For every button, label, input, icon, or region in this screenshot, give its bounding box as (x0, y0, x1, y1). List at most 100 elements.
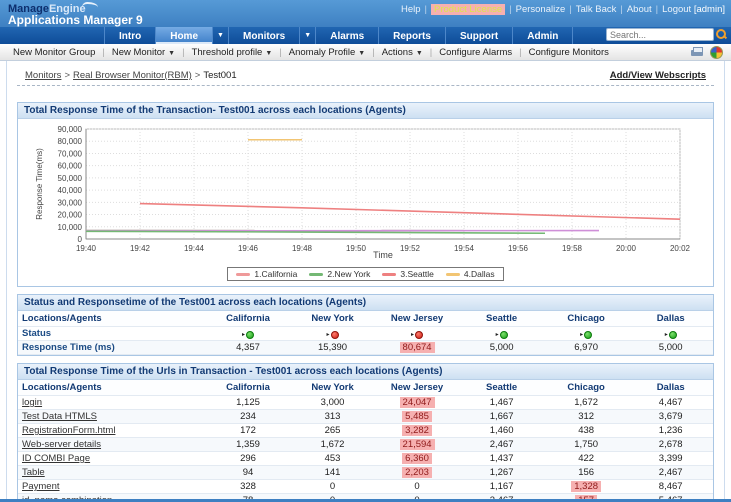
status-up-icon (668, 330, 677, 339)
value-cell: 3,399 (628, 451, 713, 466)
url-link-7[interactable]: Payment (22, 481, 60, 492)
urls-table-title: Total Response Time of the Urls in Trans… (18, 364, 713, 380)
tab-support[interactable]: Support (446, 27, 514, 44)
report-palette-icon[interactable] (710, 46, 723, 59)
status-down-icon (330, 330, 339, 339)
response-cell: 80,674 (374, 340, 460, 355)
value-cell: 313 (290, 409, 375, 424)
url-link-2[interactable]: Test Data HTMLS (22, 411, 97, 422)
status-table-title: Status and Responsetime of the Test001 a… (18, 295, 713, 311)
value-cell: 1,460 (459, 423, 544, 438)
response-cell: 5,000 (628, 340, 713, 355)
breadcrumb-link-1[interactable]: Monitors (25, 70, 62, 81)
status-up-icon (246, 330, 254, 339)
tab-home[interactable]: Home (156, 27, 214, 44)
link-separator: | (569, 4, 572, 15)
table-row: login 1,125 3,000 24,047 1,467 1,672 4,467 (18, 395, 713, 410)
toolbar-new-monitor[interactable]: New Monitor ▼ (111, 46, 176, 58)
svg-text:50,000: 50,000 (57, 174, 82, 183)
tab-reports[interactable]: Reports (379, 27, 446, 44)
svg-text:19:40: 19:40 (75, 244, 96, 253)
table-row: Test Data HTMLS 234 313 5,485 1,667 312 3,679 (18, 409, 713, 424)
header-link-about[interactable]: About (626, 4, 652, 15)
url-cell: id_name combination (18, 493, 206, 502)
tab-monitors[interactable]: Monitors (229, 27, 301, 44)
value-cell: 5,467 (628, 493, 713, 502)
tab-home-dropdown-icon[interactable]: ▼ (213, 27, 230, 44)
value-cell: 0 (374, 493, 460, 502)
legend-swatch (309, 272, 324, 276)
highlighted-value: 3,282 (402, 425, 432, 436)
table-row: Table 94 141 2,203 1,267 156 2,467 (18, 465, 713, 480)
page-content: Monitors > Real Browser Monitor(RBM) > Test0… (6, 61, 725, 502)
breadcrumb-separator: > (194, 70, 201, 81)
url-link-5[interactable]: ID COMBI Page (22, 453, 91, 464)
header-link-talk-back[interactable]: Talk Back (575, 4, 617, 15)
url-link-1[interactable]: login (22, 397, 43, 408)
tab-monitors-dropdown-icon[interactable]: ▼ (300, 27, 317, 44)
url-link-6[interactable]: Table (22, 467, 45, 478)
value-cell: 2,203 (374, 465, 460, 480)
status-cell-dallas: ▸ (628, 326, 713, 341)
header-link-product-license[interactable]: Product License (431, 4, 506, 15)
search-icon[interactable] (716, 29, 727, 40)
svg-text:60,000: 60,000 (57, 162, 82, 171)
value-cell: 234 (205, 409, 291, 424)
column-header: Dallas (628, 311, 713, 327)
status-arrow-icon: ▸ (495, 332, 499, 338)
value-cell: 157 (543, 493, 629, 502)
url-link-3[interactable]: RegistrationForm.html (22, 425, 116, 436)
url-cell: Payment (18, 479, 206, 494)
toolbar-configure-monitors[interactable]: Configure Monitors (528, 46, 609, 58)
legend-item-seattle: 3.Seattle (382, 269, 434, 279)
toolbar-actions[interactable]: Actions ▼ (381, 46, 423, 58)
value-cell: 156 (543, 465, 629, 480)
urls-table: Locations/Agents California New York New Je… (18, 380, 713, 502)
svg-text:19:56: 19:56 (507, 244, 528, 253)
status-arrow-icon: ▸ (580, 332, 584, 338)
breadcrumb-link-2[interactable]: Real Browser Monitor(RBM) (73, 70, 192, 81)
toolbar-configure-alarms[interactable]: Configure Alarms (439, 46, 513, 58)
toolbar-new-monitor-group[interactable]: New Monitor Group (13, 46, 96, 58)
tab-intro[interactable]: Intro (104, 27, 157, 44)
print-icon[interactable] (690, 46, 704, 58)
header-link-help[interactable]: Help (401, 4, 421, 15)
value-cell: 0 (290, 493, 375, 502)
column-header: California (205, 311, 291, 327)
tab-alarms[interactable]: Alarms (316, 27, 380, 44)
value-cell: 24,047 (374, 395, 460, 410)
value-cell: 422 (543, 451, 629, 466)
svg-text:19:54: 19:54 (453, 244, 474, 253)
link-separator: | (655, 4, 659, 15)
url-cell: ID COMBI Page (18, 451, 206, 466)
url-link-8[interactable]: id_name combination (22, 496, 112, 502)
highlighted-value: 2,203 (402, 467, 432, 478)
breadcrumb-row: Monitors > Real Browser Monitor(RBM) > Test0… (7, 67, 724, 85)
dropdown-arrow-icon: ▼ (358, 49, 366, 57)
value-cell: 21,594 (374, 437, 460, 452)
header-link-personalize[interactable]: Personalize (515, 4, 566, 15)
legend-label: 3.Seattle (400, 269, 434, 279)
column-header: Locations/Agents (18, 311, 206, 327)
url-link-4[interactable]: Web-server details (22, 439, 102, 450)
value-cell: 1,328 (543, 479, 629, 494)
breadcrumb-separator: > (64, 70, 70, 81)
legend-swatch (382, 272, 397, 276)
header-link-logout[interactable]: Logout (662, 4, 692, 15)
add-view-webscripts-link[interactable]: Add/View Webscripts (609, 70, 706, 81)
url-cell: Web-server details (18, 437, 206, 452)
link-separator: | (424, 4, 428, 15)
highlighted-value: 21,594 (399, 439, 435, 450)
legend-swatch (236, 272, 251, 276)
column-header: New York (290, 380, 375, 396)
tab-admin[interactable]: Admin (513, 27, 574, 44)
svg-text:30,000: 30,000 (57, 198, 82, 207)
search-input[interactable] (606, 28, 714, 41)
toolbar-anomaly-profile[interactable]: Anomaly Profile ▼ (288, 46, 366, 58)
value-cell: 94 (205, 465, 291, 480)
toolbar-threshold-profile[interactable]: Threshold profile ▼ (191, 46, 273, 58)
svg-text:40,000: 40,000 (57, 186, 82, 195)
column-header: New Jersey (374, 380, 460, 396)
manageengine-logo: ManageEngine (8, 2, 98, 15)
status-up-icon (499, 330, 508, 339)
